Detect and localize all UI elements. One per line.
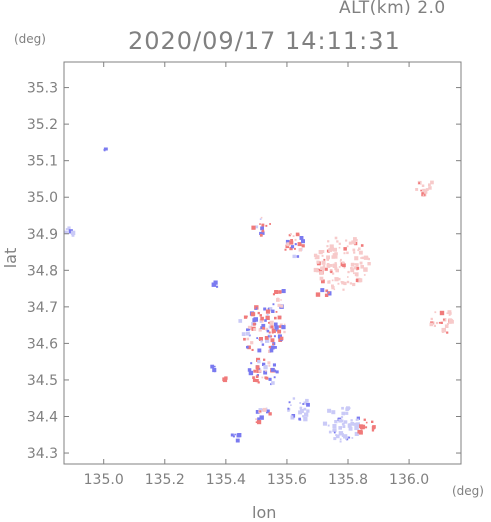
echo-cluster: [211, 280, 219, 288]
lat-unit-label: (deg): [14, 32, 46, 46]
echo-cluster: [255, 407, 272, 425]
timestamp: 2020/09/17 14:11:31: [128, 27, 401, 55]
echo-cluster: [238, 305, 286, 353]
y-tick-label: 35.0: [27, 190, 58, 206]
y-tick-label: 34.8: [27, 263, 58, 279]
echo-cluster: [64, 226, 76, 237]
x-tick-label: 135.0: [84, 472, 124, 488]
echo-cluster: [357, 418, 376, 435]
x-tick-label: 135.4: [206, 472, 246, 488]
y-tick-label: 35.3: [27, 81, 58, 97]
y-tick-label: 35.1: [27, 154, 58, 170]
echo-cluster: [415, 180, 434, 197]
x-axis: 135.0 135.2 135.4 135.6 135.8 136.0: [84, 62, 429, 488]
echo-layer: [64, 147, 454, 443]
x-tick-label: 135.2: [145, 472, 185, 488]
y-axis: 35.3 35.2 35.1 35.0 34.9 34.8 34.7 34.6 34.5 34.4…: [27, 81, 461, 462]
echo-cluster: [247, 357, 279, 386]
echo-cluster: [315, 288, 332, 297]
y-tick-label: 34.3: [27, 446, 58, 462]
y-tick-label: 34.7: [27, 300, 58, 316]
x-tick-label: 136.0: [389, 472, 429, 488]
echo-cluster: [313, 236, 371, 291]
lon-unit-label: (deg): [452, 484, 484, 498]
echo-cluster: [429, 310, 454, 334]
echo-cluster: [103, 147, 108, 152]
x-axis-label: lon: [252, 503, 277, 522]
x-tick-label: 135.8: [328, 472, 368, 488]
altitude-label: ALT(km) 2.0: [339, 0, 446, 18]
x-tick-label: 135.6: [267, 472, 307, 488]
y-tick-label: 34.9: [27, 227, 58, 243]
y-tick-label: 35.2: [27, 117, 58, 133]
echo-cluster: [222, 376, 228, 383]
echo-cluster: [210, 364, 217, 373]
echo-cluster: [284, 232, 305, 259]
echo-cluster: [251, 216, 271, 237]
echo-cluster: [287, 397, 310, 422]
echo-cluster: [322, 406, 360, 443]
echo-cluster: [230, 433, 242, 443]
y-tick-label: 34.4: [27, 409, 58, 425]
y-tick-label: 34.5: [27, 373, 58, 389]
echo-cluster: [272, 289, 286, 309]
plot-frame: [63, 61, 462, 465]
y-tick-label: 34.6: [27, 336, 58, 352]
